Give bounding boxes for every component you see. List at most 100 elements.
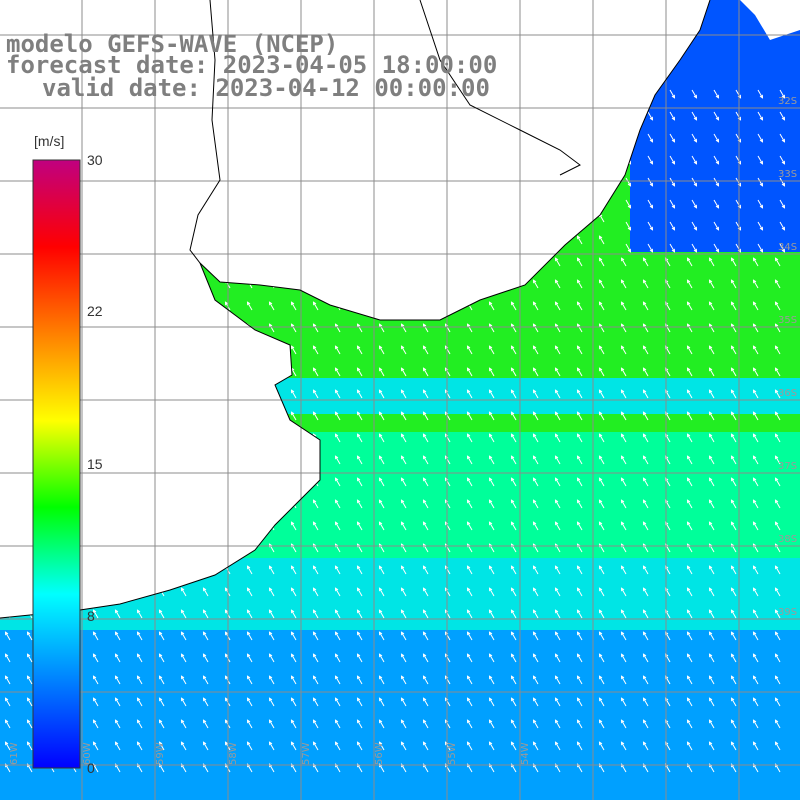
wind-arrow (422, 565, 429, 575)
wind-arrow (730, 565, 737, 575)
wind-arrow (312, 323, 319, 333)
wind-arrow (779, 155, 786, 165)
longitude-label: 57W (301, 742, 312, 765)
wind-arrow (730, 367, 737, 377)
wind-arrow (378, 433, 385, 443)
wind-arrow (642, 433, 649, 443)
wind-arrow (779, 199, 786, 209)
wind-arrow (334, 653, 341, 663)
wind-arrow (510, 521, 517, 531)
wind-arrow (752, 367, 759, 377)
wind-arrow (708, 609, 715, 619)
wind-arrow (620, 433, 627, 443)
wind-arrow (554, 653, 561, 663)
wind-arrow (598, 433, 605, 443)
wind-arrow (774, 565, 781, 575)
wind-arrow (686, 389, 693, 399)
wind-arrow (647, 221, 654, 231)
longitude-label: 56W (374, 742, 385, 765)
wind-arrow (730, 631, 737, 641)
wind-arrow (334, 499, 341, 509)
wind-arrow (774, 477, 781, 487)
wind-arrow (620, 411, 627, 421)
wind-arrow (691, 221, 698, 231)
wind-arrow (598, 455, 605, 465)
wind-arrow (757, 155, 764, 165)
wind-arrow (26, 653, 33, 663)
wind-arrow (598, 279, 605, 289)
wind-arrow (312, 521, 319, 531)
wind-arrow (400, 741, 407, 751)
wind-arrow (554, 565, 561, 575)
wind-arrow (620, 345, 627, 355)
wind-arrow (268, 587, 275, 597)
wind-arrow (356, 587, 363, 597)
wind-arrow (598, 499, 605, 509)
wind-arrow (400, 565, 407, 575)
wind-arrow (378, 455, 385, 465)
wind-arrow (730, 433, 737, 443)
wind-arrow (334, 411, 341, 421)
wind-arrow (532, 521, 539, 531)
wind-arrow (598, 675, 605, 685)
wind-arrow (730, 345, 737, 355)
wind-arrow (488, 631, 495, 641)
longitude-label: 58W (228, 742, 239, 765)
wind-arrow (334, 389, 341, 399)
wind-arrow (4, 631, 11, 641)
wind-arrow (422, 345, 429, 355)
wind-arrow (312, 499, 319, 509)
wind-arrow (774, 499, 781, 509)
wind-arrow (625, 243, 632, 253)
wind-arrow (642, 257, 649, 267)
wind-arrow (752, 433, 759, 443)
wind-arrow (642, 565, 649, 575)
wind-arrow (576, 565, 583, 575)
wind-arrow (620, 323, 627, 333)
wind-arrow (466, 345, 473, 355)
wind-arrow (334, 565, 341, 575)
wind-arrow (686, 367, 693, 377)
wind-arrow (686, 279, 693, 289)
wind-arrow (510, 565, 517, 575)
wind-arrow (708, 499, 715, 509)
wind-arrow (752, 521, 759, 531)
wind-arrow (686, 301, 693, 311)
land-north (0, 0, 710, 320)
wind-arrow (774, 741, 781, 751)
wind-arrow (642, 345, 649, 355)
wind-arrow (356, 433, 363, 443)
wind-arrow (686, 653, 693, 663)
wind-arrow (378, 587, 385, 597)
wind-arrow (312, 411, 319, 421)
wind-arrow (669, 221, 676, 231)
wind-arrow (290, 609, 297, 619)
wind-arrow (466, 565, 473, 575)
wind-arrow (730, 697, 737, 707)
wind-arrow (312, 301, 319, 311)
wind-arrow (686, 433, 693, 443)
wind-arrow (510, 631, 517, 641)
wind-arrow (422, 609, 429, 619)
wind-arrow (400, 697, 407, 707)
wind-arrow (757, 111, 764, 121)
latitude-label: 33S (778, 169, 797, 180)
wind-arrow (620, 565, 627, 575)
wind-arrow (554, 675, 561, 685)
wind-arrow (510, 499, 517, 509)
wind-arrow (779, 177, 786, 187)
wind-arrow (757, 177, 764, 187)
colorbar-tick-label: 22 (87, 303, 103, 319)
wind-arrow (246, 301, 253, 311)
wind-arrow (554, 301, 561, 311)
wind-arrow (158, 697, 165, 707)
wind-arrow (334, 587, 341, 597)
wind-arrow (488, 499, 495, 509)
wind-arrow (290, 741, 297, 751)
wind-arrow (532, 631, 539, 641)
wind-arrow (598, 301, 605, 311)
wind-arrow (686, 587, 693, 597)
wind-arrow (598, 477, 605, 487)
wind-arrow (180, 587, 187, 597)
